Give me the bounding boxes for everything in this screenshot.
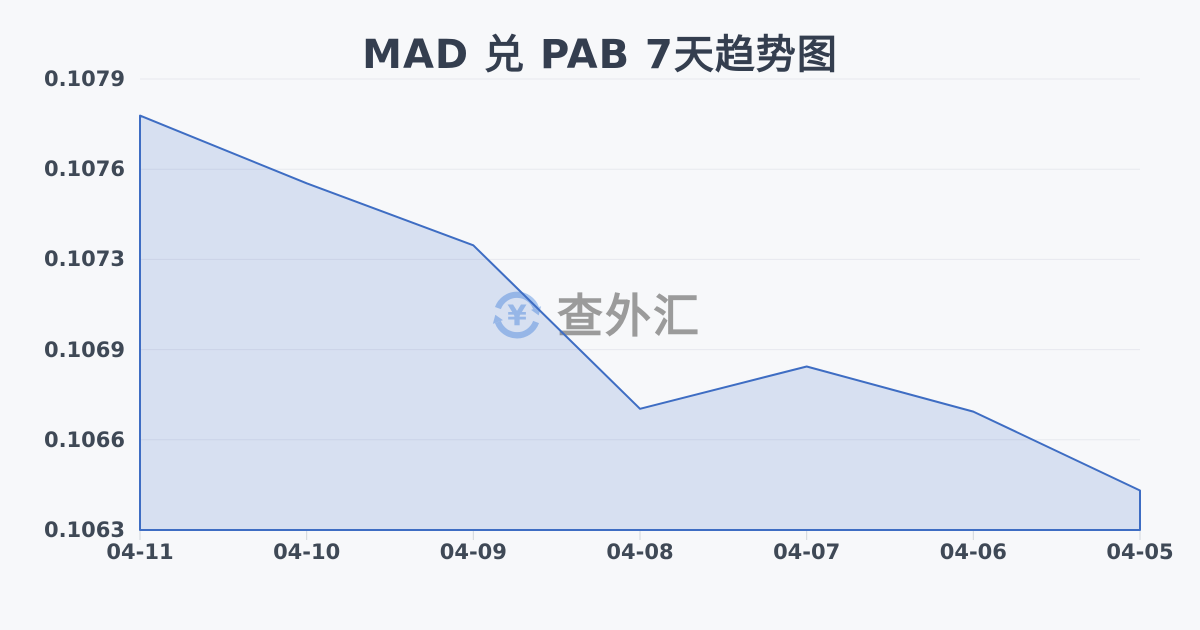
chart-title: MAD 兑 PAB 7天趋势图 bbox=[362, 32, 838, 78]
y-axis-tick-label: 0.1066 bbox=[43, 427, 125, 452]
y-axis-tick-label: 0.1069 bbox=[43, 337, 125, 362]
x-axis-tick-label: 04-06 bbox=[939, 540, 1007, 564]
x-axis-tick-label: 04-08 bbox=[606, 540, 674, 564]
watermark: ¥ 查外汇 bbox=[486, 285, 701, 347]
yen-glyph: ¥ bbox=[507, 300, 527, 333]
y-axis-tick-label: 0.1063 bbox=[43, 518, 125, 542]
watermark-text: 查外汇 bbox=[557, 289, 701, 343]
x-axis-tick-label: 04-10 bbox=[273, 540, 341, 564]
x-axis-tick-label: 04-09 bbox=[439, 540, 507, 564]
x-axis-tick-label: 04-05 bbox=[1106, 540, 1174, 564]
x-axis-tick-label: 04-11 bbox=[106, 540, 174, 564]
trend-area bbox=[139, 114, 1141, 531]
x-axis-tick-label: 04-07 bbox=[773, 540, 841, 564]
y-axis-tick-label: 0.1079 bbox=[43, 67, 125, 91]
y-axis-tick-label: 0.1073 bbox=[43, 247, 125, 272]
y-axis-tick-label: 0.1076 bbox=[43, 157, 125, 182]
